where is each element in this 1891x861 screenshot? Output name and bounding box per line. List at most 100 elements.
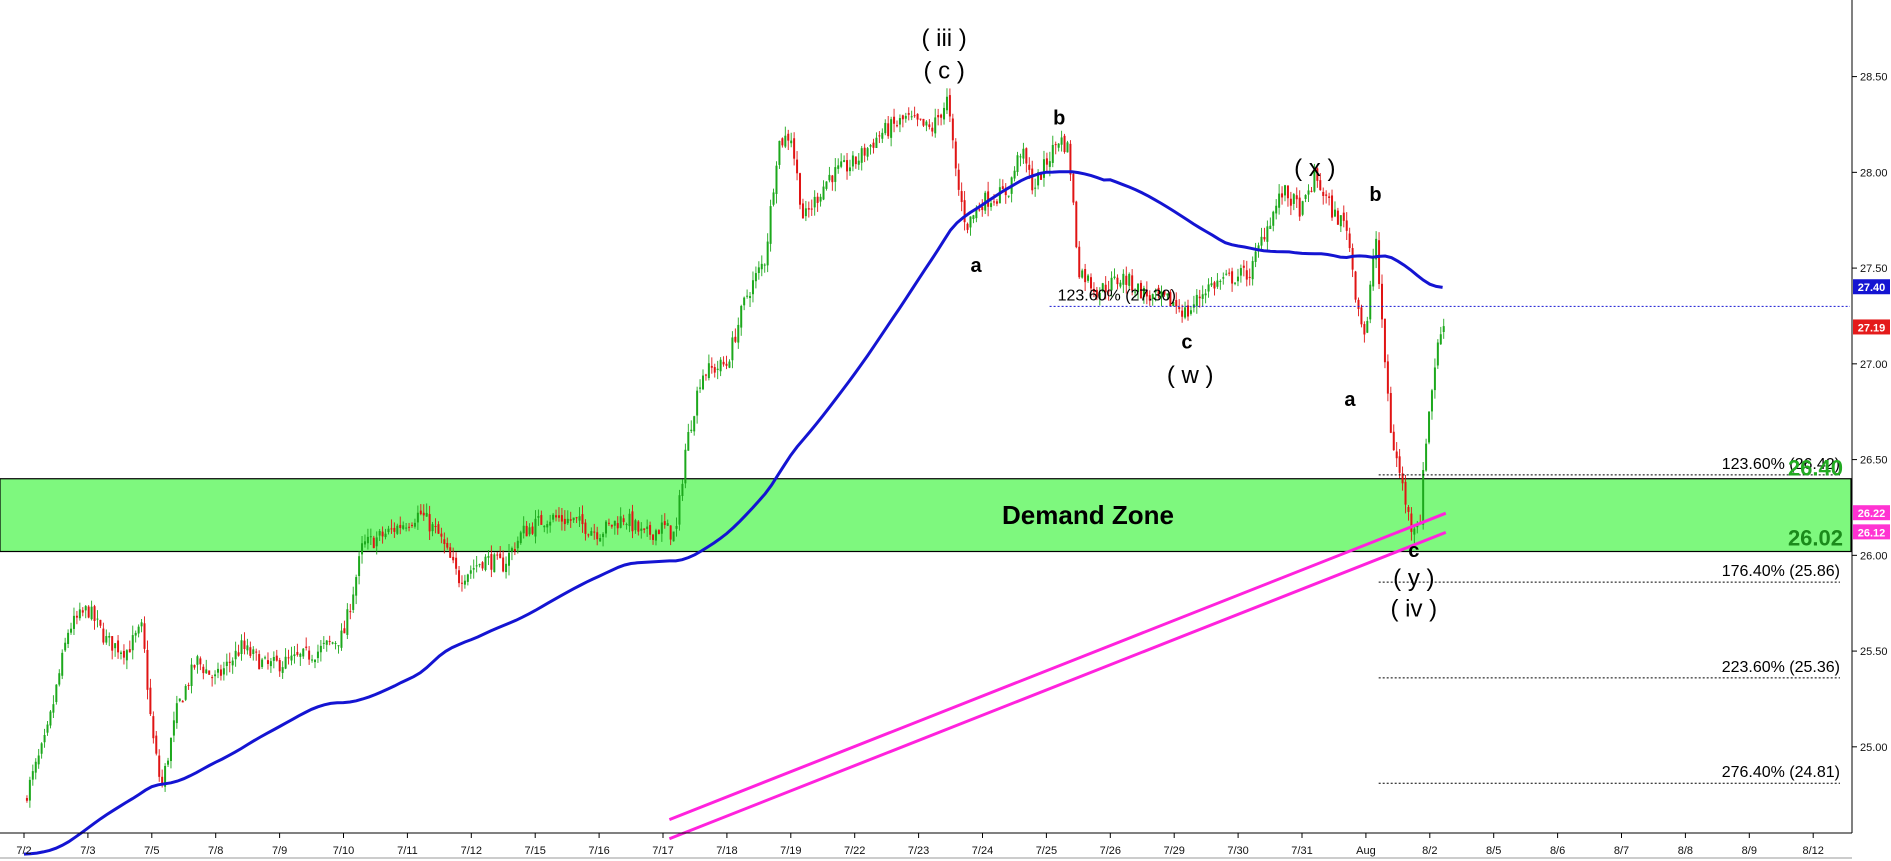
candle-body (781, 138, 784, 146)
wave-label: ( iii ) (921, 25, 966, 52)
candle-body (599, 538, 602, 542)
candle-body (569, 519, 572, 521)
candle-body (1225, 273, 1228, 275)
candle-body (1433, 367, 1436, 391)
candle-body (249, 647, 252, 656)
candle-body (1398, 456, 1401, 473)
candle-body (963, 200, 966, 223)
candle-body (466, 574, 469, 582)
candle-body (654, 530, 657, 541)
price-tag-label: 26.12 (1858, 527, 1886, 539)
candle-body (887, 123, 890, 137)
candle-body (516, 540, 519, 549)
candle-body (972, 215, 975, 220)
candle-body (716, 368, 719, 370)
candle-body (787, 133, 790, 141)
wave-label: b (1053, 107, 1065, 129)
candle-body (402, 525, 405, 529)
candle-body (1251, 261, 1254, 280)
candle-body (1234, 282, 1237, 284)
candle-body (1436, 342, 1439, 366)
candle-body (652, 534, 655, 540)
candle-body (684, 449, 687, 484)
candle-body (893, 116, 896, 124)
candle-body (137, 626, 140, 634)
wave-label: b (1369, 184, 1381, 206)
candle-body (196, 656, 199, 665)
fib-level-label: 223.60% (25.36) (1722, 659, 1840, 676)
candle-body (643, 528, 646, 530)
candle-body (64, 642, 67, 651)
candle-body (622, 518, 625, 523)
candle-body (940, 114, 943, 118)
candle-body (219, 669, 222, 676)
candle-body (543, 525, 546, 528)
candle-body (472, 568, 475, 570)
candle-body (995, 201, 998, 204)
candle-body (1028, 164, 1031, 170)
candle-body (696, 390, 699, 416)
candle-body (1269, 225, 1272, 230)
candle-body (913, 115, 916, 117)
x-tick-label: 7/12 (461, 845, 482, 857)
candle-body (1054, 144, 1057, 146)
demand-zone-band (0, 478, 1852, 553)
candle-body (572, 517, 575, 521)
candle-body (478, 564, 481, 566)
candle-body (463, 580, 466, 585)
candle-body (1157, 287, 1160, 296)
candle-body (1092, 288, 1095, 292)
x-tick-label: 8/8 (1678, 845, 1693, 857)
candle-body (419, 510, 422, 515)
candle-body (934, 117, 937, 134)
candle-body (396, 525, 399, 534)
candle-body (799, 173, 802, 205)
candle-body (1422, 470, 1425, 525)
x-tick-label: 7/23 (908, 845, 929, 857)
candle-body (161, 776, 164, 785)
candle-body (184, 685, 187, 700)
candle-body (522, 525, 525, 534)
candle-body (1236, 276, 1239, 282)
candle-body (890, 119, 893, 138)
candle-body (919, 118, 922, 120)
candle-body (328, 640, 331, 642)
candle-body (1357, 299, 1360, 310)
candle-body (1060, 137, 1063, 145)
candle-body (1151, 294, 1154, 300)
candle-body (140, 622, 143, 627)
candle-body (90, 606, 93, 620)
candle-body (1351, 248, 1354, 270)
candle-body (928, 124, 931, 127)
y-tick-label: 26.50 (1860, 455, 1888, 467)
candle-body (1307, 190, 1310, 195)
candle-body (199, 658, 202, 665)
candle-body (978, 209, 981, 211)
candle-body (1148, 295, 1151, 301)
candle-body (1139, 282, 1142, 299)
candle-body (960, 191, 963, 203)
candle-body (610, 524, 613, 527)
candle-body (784, 135, 787, 147)
candle-body (349, 611, 352, 613)
candle-body (1295, 195, 1298, 200)
candle-body (834, 167, 837, 182)
x-tick-label: 7/16 (588, 845, 609, 857)
demand-zone-label: Demand Zone (1002, 500, 1174, 530)
candle-body (52, 704, 55, 713)
candle-body (122, 650, 125, 658)
candle-body (810, 208, 813, 210)
candle-body (1116, 277, 1119, 285)
candle-body (366, 536, 369, 544)
candle-body (969, 216, 972, 228)
candle-body (134, 632, 137, 636)
candle-body (1184, 307, 1187, 318)
candle-body (1228, 272, 1231, 274)
candle-body (519, 532, 522, 544)
candle-body (1428, 411, 1431, 443)
price-tag: 27.40 (1853, 279, 1890, 295)
wave-label: ( w ) (1167, 362, 1214, 389)
candle-body (1057, 143, 1060, 148)
candle-body (660, 522, 663, 534)
fib-level-label: 276.40% (24.81) (1722, 764, 1840, 781)
